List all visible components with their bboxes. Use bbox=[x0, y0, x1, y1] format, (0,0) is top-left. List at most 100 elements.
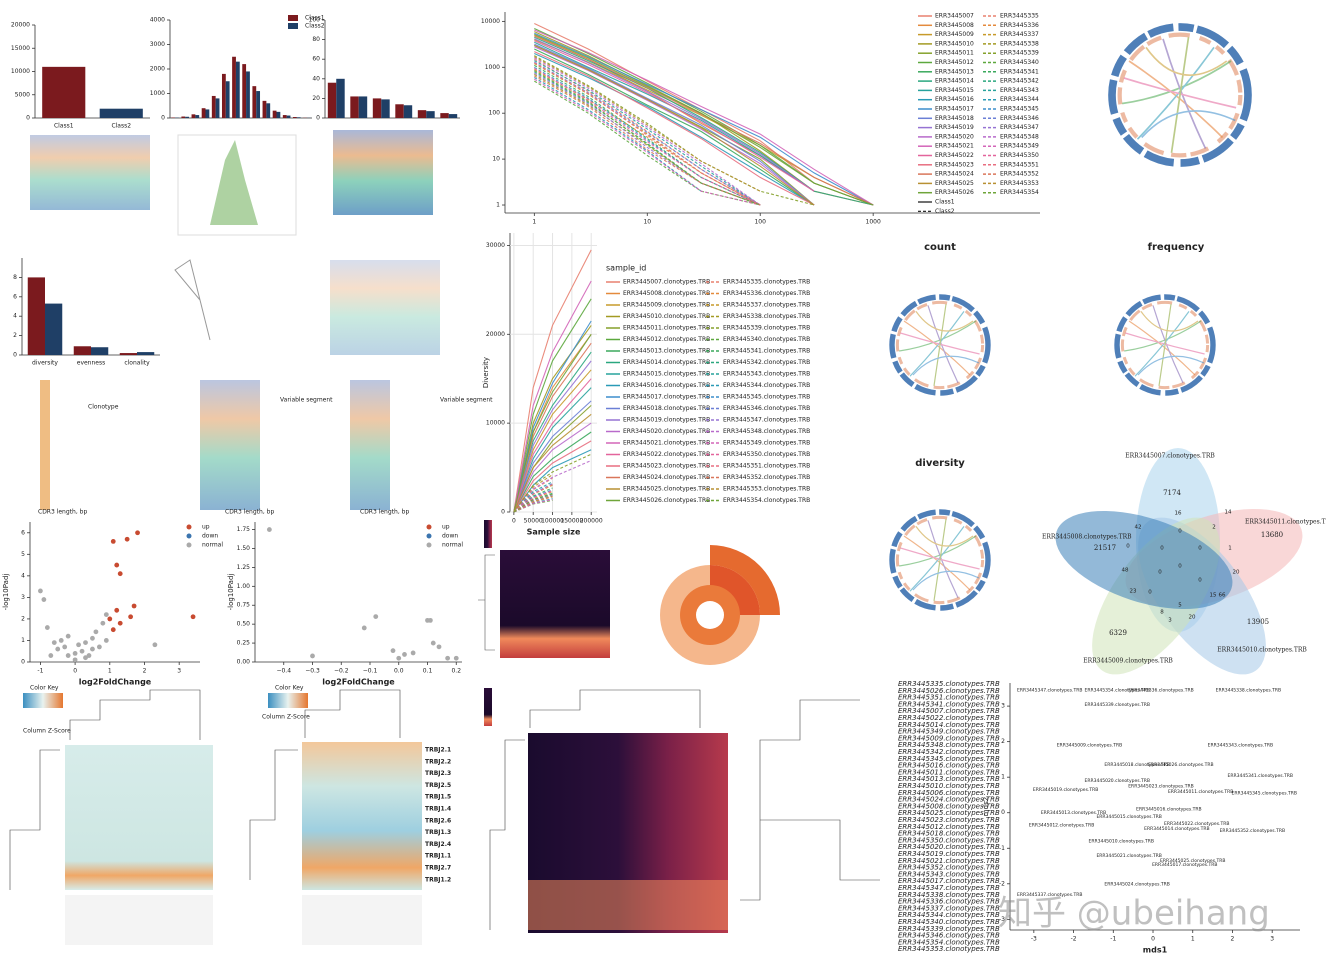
series-line bbox=[534, 33, 874, 206]
x-tick-label: 0.2 bbox=[451, 668, 461, 675]
legend-label: ERR3445338.clonotypes.TRB bbox=[723, 313, 810, 320]
y-tick-label: 30000 bbox=[486, 242, 505, 249]
legend-label: ERR3445021 bbox=[935, 143, 974, 150]
venn-region: 1 bbox=[1228, 546, 1232, 552]
y-tick-label: 0.00 bbox=[237, 659, 251, 666]
legend-label: ERR3445350 bbox=[1000, 152, 1039, 159]
x-tick-label: 0 bbox=[512, 518, 516, 525]
point-label: ERR3445338.clonotypes.TRB bbox=[1216, 688, 1281, 694]
x-tick-label: 100000 bbox=[541, 518, 564, 525]
legend-label: ERR3445337.clonotypes.TRB bbox=[723, 302, 810, 309]
point bbox=[427, 617, 433, 623]
venn-region: 0 bbox=[1160, 546, 1164, 552]
tree-label: ERR3445022.clonotypes.TRB bbox=[898, 714, 1000, 722]
color-key: Color Key bbox=[275, 685, 304, 692]
series-line bbox=[534, 32, 874, 206]
venn-region: 48 bbox=[1122, 568, 1129, 574]
y-tick-label: 5000 bbox=[15, 91, 30, 98]
legend-label: ERR3445339 bbox=[1000, 50, 1039, 57]
y-tick-label: 1.00 bbox=[237, 583, 251, 590]
series-line bbox=[534, 46, 815, 206]
legend-label: down bbox=[442, 533, 458, 540]
legend-label: ERR3445019.clonotypes.TRB bbox=[623, 417, 710, 424]
tree-label: ERR3445335.clonotypes.TRB bbox=[898, 680, 1000, 688]
bar bbox=[201, 108, 206, 118]
venn-count: 13680 bbox=[1261, 531, 1283, 539]
y-tick-label: 4 bbox=[13, 313, 17, 320]
point bbox=[361, 625, 367, 631]
bar bbox=[205, 109, 210, 118]
bar bbox=[256, 91, 261, 118]
x-tick-label: Class1 bbox=[54, 123, 74, 130]
legend-label: ERR3445013 bbox=[935, 68, 974, 75]
series-line bbox=[513, 493, 553, 513]
legend-label: Class1 bbox=[305, 15, 325, 22]
series-line bbox=[513, 453, 592, 513]
legend-label: ERR3445010 bbox=[935, 40, 974, 47]
bar bbox=[417, 110, 427, 118]
legend-label: ERR3445009.clonotypes.TRB bbox=[623, 302, 710, 309]
bar bbox=[195, 115, 200, 118]
bar bbox=[91, 347, 109, 355]
legend-label: ERR3445346 bbox=[1000, 115, 1039, 122]
bar bbox=[272, 110, 277, 118]
x-label: CDR3 length, bp bbox=[360, 509, 409, 516]
point-label: ERR3445017.clonotypes.TRB bbox=[1152, 862, 1217, 868]
bar bbox=[372, 98, 382, 118]
bar bbox=[403, 105, 413, 118]
y-tick-label: 0.25 bbox=[237, 640, 251, 647]
legend-label: ERR3445008 bbox=[935, 22, 974, 29]
legend-swatch bbox=[426, 542, 432, 548]
bar bbox=[45, 303, 63, 355]
legend-label: ERR3445348.clonotypes.TRB bbox=[723, 428, 810, 435]
tree-labels: ERR3445335.clonotypes.TRBERR3445026.clon… bbox=[898, 680, 1000, 953]
point bbox=[110, 538, 116, 544]
y-tick-label: 15000 bbox=[11, 45, 30, 52]
legend-label: ERR3445013.clonotypes.TRB bbox=[623, 348, 710, 355]
y-tick-label: 10000 bbox=[486, 420, 505, 427]
x-tick-label: -2 bbox=[1071, 936, 1077, 943]
series-line bbox=[534, 38, 815, 192]
row-label: TRBJ1.3 bbox=[425, 829, 451, 836]
legend-label: ERR3445020 bbox=[935, 133, 974, 140]
x-tick-label: 10 bbox=[643, 219, 651, 226]
legend-label: ERR3445350.clonotypes.TRB bbox=[723, 451, 810, 458]
point bbox=[79, 648, 85, 654]
point bbox=[445, 655, 451, 661]
point bbox=[436, 644, 442, 650]
y-tick-label: 100 bbox=[489, 110, 501, 117]
legend-label: up bbox=[202, 524, 210, 531]
bar bbox=[27, 277, 45, 355]
tree-label: ERR3445016.clonotypes.TRB bbox=[898, 762, 1000, 770]
series-line bbox=[534, 60, 761, 206]
legend-label: ERR3445352 bbox=[1000, 171, 1039, 178]
bar bbox=[292, 117, 297, 118]
legend-title: Variable segment bbox=[280, 397, 333, 404]
point bbox=[453, 655, 459, 661]
tree-label: ERR3445012.clonotypes.TRB bbox=[898, 823, 1000, 831]
legend-label: ERR3445025 bbox=[935, 180, 974, 187]
tree-label: ERR3445351.clonotypes.TRB bbox=[898, 694, 1000, 702]
tree-label: ERR3445350.clonotypes.TRB bbox=[898, 836, 1000, 844]
bar bbox=[99, 108, 143, 118]
point bbox=[117, 620, 123, 626]
legend-label: ERR3445023 bbox=[935, 161, 974, 168]
point bbox=[103, 638, 109, 643]
series-line bbox=[534, 78, 761, 206]
point bbox=[100, 620, 106, 626]
point bbox=[83, 640, 88, 646]
x-label: CDR3 length, bp bbox=[225, 509, 274, 516]
x-tick-label: 0 bbox=[73, 668, 77, 675]
bar bbox=[350, 96, 359, 118]
y-tick-label: 20000 bbox=[11, 22, 30, 29]
series-line bbox=[534, 51, 815, 206]
point bbox=[396, 655, 402, 661]
row-label: TRBJ2.4 bbox=[425, 841, 451, 848]
venn-name: ERR3445011.clonotypes.TRB bbox=[1245, 519, 1326, 526]
tree-label: ERR3445354.clonotypes.TRB bbox=[898, 938, 1000, 946]
legend-label: normal bbox=[202, 542, 223, 549]
legend-label: ERR3445012.clonotypes.TRB bbox=[623, 336, 710, 343]
x-tick-label: 1 bbox=[108, 668, 112, 675]
venn-region: 20 bbox=[1233, 570, 1240, 576]
venn-region: 16 bbox=[1175, 511, 1182, 517]
